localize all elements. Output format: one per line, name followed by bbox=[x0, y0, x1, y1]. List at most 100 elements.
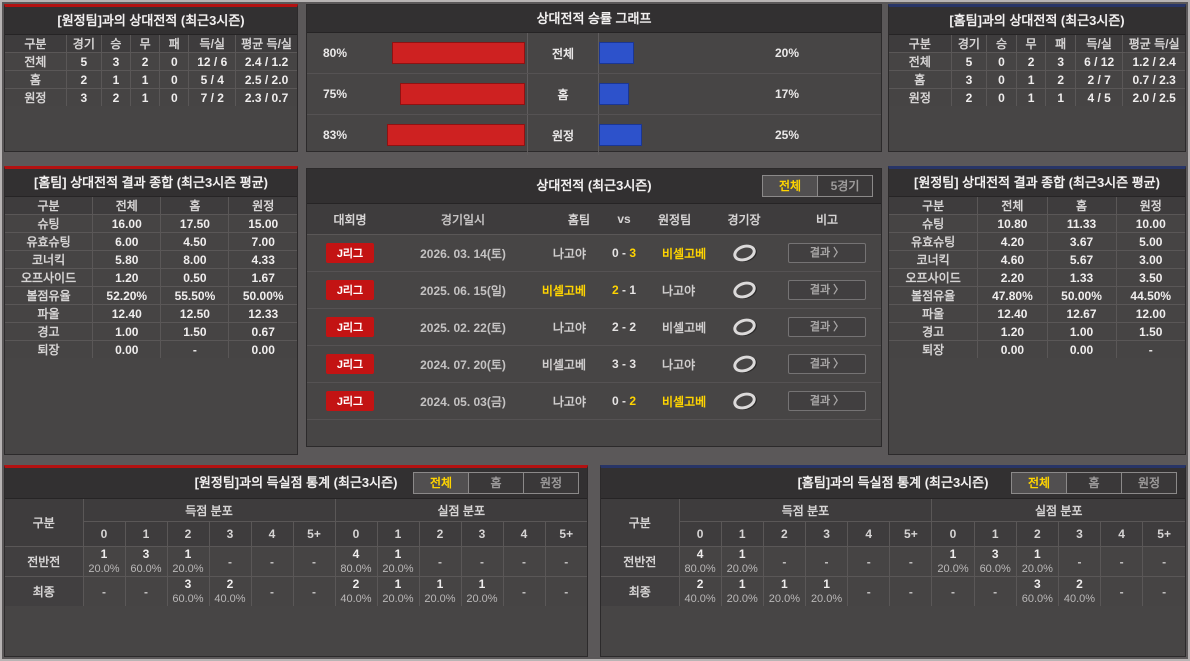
table-cell: 5 bbox=[950, 52, 988, 71]
tab-2[interactable]: 5경기 bbox=[817, 176, 872, 196]
table-cell: 0 bbox=[986, 70, 1017, 89]
count-value: 1 bbox=[436, 577, 444, 591]
column-header: 구분 bbox=[5, 197, 94, 215]
table-cell: 0.00 bbox=[977, 340, 1048, 358]
tab-1[interactable]: 전체 bbox=[1012, 473, 1066, 493]
h2h-col-home: 홈팀 bbox=[567, 212, 590, 227]
count-cell: 3 60.0% bbox=[1015, 576, 1059, 606]
score-header: 5+ bbox=[292, 521, 336, 547]
table-row: 슈팅 10.80 11.33 10.00 bbox=[889, 214, 1185, 233]
count-cell: - bbox=[292, 546, 336, 577]
table-cell: 0.00 bbox=[1046, 340, 1117, 358]
result-button[interactable]: 결과 〉 bbox=[788, 243, 866, 263]
score-header-row: 0 1 2 3 4 5+ 0 1 2 3 4 5+ bbox=[5, 521, 587, 547]
table-cell: 12.00 bbox=[1115, 304, 1185, 323]
row-label: 원정 bbox=[5, 88, 67, 106]
row-label: 최종 bbox=[5, 576, 84, 606]
tab-3[interactable]: 원정 bbox=[1121, 473, 1176, 493]
result-button[interactable]: 결과 〉 bbox=[788, 354, 866, 374]
table-cell: 4.50 bbox=[160, 232, 230, 251]
score-header-row: 0 1 2 3 4 5+ 0 1 2 3 4 5+ bbox=[601, 521, 1185, 547]
tab-3[interactable]: 원정 bbox=[523, 473, 578, 493]
stadium-icon bbox=[730, 241, 758, 265]
winrate-category-label: 원정 bbox=[527, 115, 599, 155]
panel-title: [홈팀]과의 상대전적 (최근3시즌) bbox=[889, 7, 1185, 35]
league-badge: J리그 bbox=[325, 243, 375, 263]
home-score: 3 bbox=[611, 357, 619, 371]
h2h-tabs: 전체 5경기 bbox=[762, 175, 873, 197]
count-cell: - bbox=[1100, 546, 1144, 577]
count-value: 1 bbox=[394, 577, 402, 591]
away-score: 2 bbox=[629, 320, 637, 334]
score-header: 1 bbox=[124, 521, 168, 547]
percent-value: 20.0% bbox=[172, 563, 204, 575]
tab-1[interactable]: 전체 bbox=[763, 176, 817, 196]
panel-title: [원정팀]과의 득실점 통계 (최근3시즌) bbox=[194, 475, 398, 490]
column-header: 무 bbox=[130, 35, 161, 53]
count-cell: - bbox=[1057, 546, 1102, 577]
empty-dash: - bbox=[228, 554, 232, 569]
panel-header: 상대전적 (최근3시즌) 전체 5경기 bbox=[307, 169, 881, 204]
league-badge: J리그 bbox=[325, 317, 375, 337]
panel-title: [홈팀] 상대전적 결과 종합 (최근3시즌 평균) bbox=[5, 169, 297, 197]
awayteam-goal-dist-table-wrap: 구분 득점 분포 실점 분포 0 1 2 3 4 5+ 0 1 2 3 4 5+ 전반전 1 20.0% 3 60.0… bbox=[5, 499, 587, 606]
panel-awayteam-goal-stats: [원정팀]과의 득실점 통계 (최근3시즌) 전체 홈 원정 구분 득점 분포 실점 분… bbox=[4, 465, 588, 657]
row-label: 전체 bbox=[889, 52, 952, 71]
table-cell: 1.20 bbox=[92, 268, 162, 287]
winrate-left-percent: 80% bbox=[323, 46, 348, 60]
away-score: 3 bbox=[629, 246, 637, 260]
tab-2[interactable]: 홈 bbox=[1066, 473, 1121, 493]
count-cell: - bbox=[208, 546, 252, 577]
away-score: 2 bbox=[629, 394, 637, 408]
table-cell: 7.00 bbox=[228, 232, 297, 251]
table-cell: 5.00 bbox=[1115, 232, 1185, 251]
result-button[interactable]: 결과 〉 bbox=[788, 280, 866, 300]
column-header: 평균 득/실 bbox=[1122, 35, 1185, 53]
count-value: 4 bbox=[696, 547, 704, 561]
result-button[interactable]: 결과 〉 bbox=[788, 317, 866, 337]
row-label: 홈 bbox=[5, 70, 67, 89]
table-cell: 4.60 bbox=[977, 250, 1048, 269]
table-row: 코너킥 5.80 8.00 4.33 bbox=[5, 250, 297, 269]
table-cell: 1 bbox=[1015, 88, 1047, 106]
score-separator: - bbox=[618, 320, 630, 334]
table-cell: 44.50% bbox=[1115, 286, 1185, 305]
h2h-col-league: 대회명 bbox=[333, 212, 367, 227]
table-cell: - bbox=[1115, 340, 1185, 358]
table-cell: 6.00 bbox=[92, 232, 162, 251]
percent-value: 20.0% bbox=[382, 593, 414, 605]
table-row: 슈팅 16.00 17.50 15.00 bbox=[5, 214, 297, 233]
score-separator: - bbox=[618, 246, 630, 260]
red-bar bbox=[400, 83, 525, 105]
table-cell: 0.7 / 2.3 bbox=[1122, 70, 1185, 89]
count-cell: 1 20.0% bbox=[376, 576, 420, 606]
percent-value: 20.0% bbox=[424, 593, 456, 605]
match-date: 2026. 03. 14(토) bbox=[420, 246, 506, 261]
percent-value: 20.0% bbox=[726, 593, 758, 605]
group-header: 실점 분포 bbox=[931, 499, 1185, 522]
table-cell: 6 / 12 bbox=[1074, 52, 1124, 71]
tab-1[interactable]: 전체 bbox=[414, 473, 468, 493]
column-header: 승 bbox=[100, 35, 132, 53]
result-button[interactable]: 결과 〉 bbox=[788, 391, 866, 411]
row-label: 퇴장 bbox=[5, 340, 94, 358]
score-header: 5+ bbox=[1142, 521, 1185, 547]
table-cell: 1.67 bbox=[228, 268, 297, 287]
count-cell: - bbox=[762, 546, 806, 577]
away-team-name: 비셀고베 bbox=[662, 394, 707, 409]
table-cell: 1 bbox=[1045, 88, 1076, 106]
goal-stats-tabs: 전체 홈 원정 bbox=[1011, 472, 1177, 494]
count-value: 3 bbox=[184, 577, 192, 591]
count-cell: - bbox=[82, 576, 126, 606]
table-cell: 55.50% bbox=[160, 286, 230, 305]
table-row: 볼점유율 47.80% 50.00% 44.50% bbox=[889, 286, 1185, 305]
hometeam-summary-table-wrap: 구분 전체 홈 원정 슈팅 16.00 17.50 15.00 유효슈팅 6.00 4.50 7.00… bbox=[5, 197, 297, 358]
away-score: 3 bbox=[629, 357, 637, 371]
table-cell: 3.67 bbox=[1046, 232, 1117, 251]
group-header-row: 구분 득점 분포 실점 분포 bbox=[5, 499, 587, 547]
table-cell: 2.5 / 2.0 bbox=[235, 70, 297, 89]
empty-dash: - bbox=[1119, 554, 1124, 569]
row-label: 파울 bbox=[889, 304, 979, 323]
tab-2[interactable]: 홈 bbox=[468, 473, 523, 493]
panel-vs-awayteam-record: [원정팀]과의 상대전적 (최근3시즌) 구분 경기 승 무 패 득/실 평균 득/실 전체 5… bbox=[4, 4, 298, 152]
